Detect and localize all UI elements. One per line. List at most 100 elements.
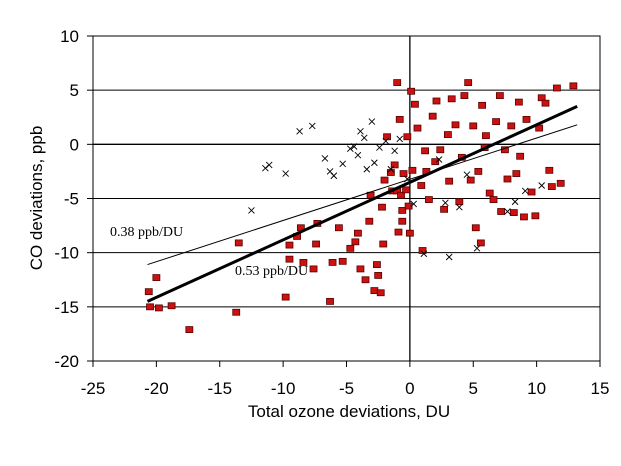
cross-point: [445, 253, 453, 261]
cross-stroke: [346, 145, 354, 152]
cross-stroke: [321, 155, 329, 162]
red-square-point: [466, 176, 475, 184]
red-square-point: [383, 133, 391, 141]
cross-stroke: [308, 122, 316, 130]
red-square-point: [489, 196, 498, 203]
x-tick-label: 0: [405, 379, 414, 398]
red-square-point: [418, 247, 427, 254]
red-square-point: [522, 116, 531, 123]
cross-stroke: [396, 135, 404, 143]
red-square-point: [390, 161, 399, 169]
red-square-point: [469, 122, 478, 130]
cross-point: [368, 118, 376, 125]
cross-point: [282, 170, 289, 177]
cross-stroke: [442, 199, 449, 207]
cross-point: [346, 145, 354, 152]
red-square-point: [503, 175, 512, 183]
regression-line: [147, 124, 578, 266]
red-square-point: [432, 97, 441, 105]
red-square-point: [413, 124, 422, 132]
red-square-point: [495, 92, 504, 99]
red-square-point: [507, 122, 516, 130]
red-square-point: [471, 224, 480, 232]
red-square-point: [356, 265, 365, 273]
cross-stroke: [330, 172, 338, 180]
red-square-point: [405, 229, 414, 237]
x-tick-label: -20: [144, 379, 169, 398]
red-square-point: [460, 92, 469, 99]
red-square-point: [541, 99, 550, 107]
cross-point: [296, 128, 303, 135]
red-square-point: [492, 118, 500, 125]
red-square-point: [421, 147, 429, 155]
cross-point: [360, 134, 368, 142]
red-square-point: [144, 288, 153, 296]
y-axis-title: CO deviations, ppb: [27, 126, 46, 271]
red-square-point: [482, 132, 490, 140]
y-tick-label: -10: [54, 244, 79, 263]
x-tick-label: 5: [469, 379, 478, 398]
red-square-point: [386, 169, 395, 176]
red-square-point: [547, 183, 556, 190]
line-label: 0.38 ppb/DU: [110, 225, 183, 240]
y-tick-label: -15: [54, 298, 79, 317]
red-square-point: [152, 274, 161, 281]
cross-point: [442, 199, 449, 207]
cross-stroke: [445, 253, 453, 261]
cross-stroke: [363, 165, 371, 173]
red-square-point: [351, 238, 360, 246]
cross-point: [354, 151, 362, 159]
red-square-point: [447, 95, 456, 103]
red-square-point: [285, 255, 294, 263]
red-square-point: [569, 82, 578, 90]
cross-stroke: [368, 118, 376, 125]
cross-stroke: [435, 156, 443, 163]
cross-point: [350, 143, 358, 150]
cross-stroke: [376, 144, 383, 151]
red-square-point: [146, 303, 154, 311]
red-square-point: [440, 205, 448, 213]
red-square-point: [516, 152, 525, 160]
x-tick-label: -5: [339, 379, 354, 398]
y-tick-label: -5: [64, 190, 79, 209]
red-square-point: [354, 229, 362, 237]
red-square-point: [509, 209, 518, 216]
cross-stroke: [455, 203, 463, 211]
red-square-point: [399, 170, 408, 177]
x-tick-label: -25: [81, 379, 106, 398]
x-tick-label: -10: [271, 379, 296, 398]
red-square-point: [445, 177, 454, 185]
red-square-point: [476, 239, 485, 247]
red-square-point: [485, 189, 494, 197]
cross-point: [382, 137, 390, 145]
cross-point: [363, 165, 371, 173]
cross-stroke: [282, 170, 289, 177]
cross-stroke: [387, 165, 395, 173]
red-square-point: [234, 239, 243, 247]
red-square-point: [185, 326, 194, 333]
red-square-point: [334, 224, 343, 232]
cross-point: [330, 172, 338, 180]
cross-point: [420, 250, 428, 258]
cross-point: [265, 161, 273, 169]
red-square-point: [474, 168, 483, 175]
red-square-point: [380, 176, 389, 184]
red-square-point: [299, 259, 308, 266]
cross-point: [410, 200, 417, 208]
cross-stroke: [538, 182, 546, 189]
cross-stroke: [463, 171, 471, 178]
cross-stroke: [350, 143, 358, 150]
y-tick-label: -20: [54, 352, 79, 371]
red-square-point: [403, 133, 412, 141]
cross-point: [391, 147, 398, 155]
cross-stroke: [360, 134, 368, 142]
cross-point: [376, 144, 383, 151]
red-square-point: [451, 121, 460, 129]
red-square-point: [408, 166, 417, 174]
cross-stroke: [410, 200, 417, 208]
red-square-point: [398, 217, 407, 225]
cross-stroke: [357, 128, 364, 135]
red-square-point: [338, 257, 347, 265]
cross-point: [396, 135, 404, 143]
cross-point: [387, 165, 395, 173]
